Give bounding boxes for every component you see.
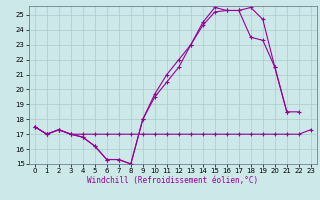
- X-axis label: Windchill (Refroidissement éolien,°C): Windchill (Refroidissement éolien,°C): [87, 176, 258, 185]
